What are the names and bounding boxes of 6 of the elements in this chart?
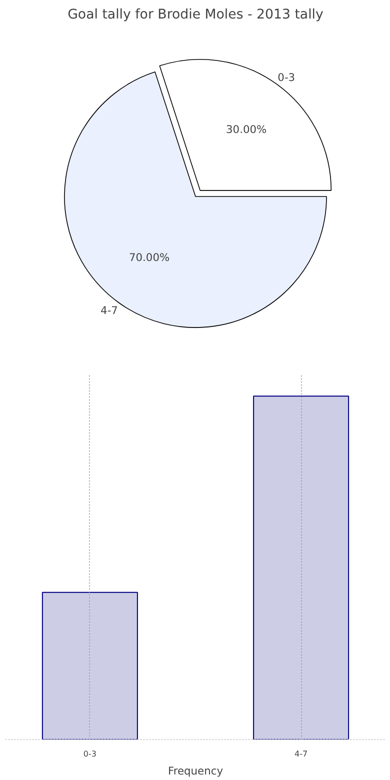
- chart-title: Goal tally for Brodie Moles - 2013 tally: [68, 8, 324, 22]
- data-label: 70.00%: [128, 250, 170, 264]
- x-axis-title: Frequency: [168, 764, 224, 778]
- slice-label: 4-7: [100, 304, 118, 317]
- slice-label: 0-3: [278, 70, 296, 84]
- data-label: 30.00%: [226, 123, 267, 136]
